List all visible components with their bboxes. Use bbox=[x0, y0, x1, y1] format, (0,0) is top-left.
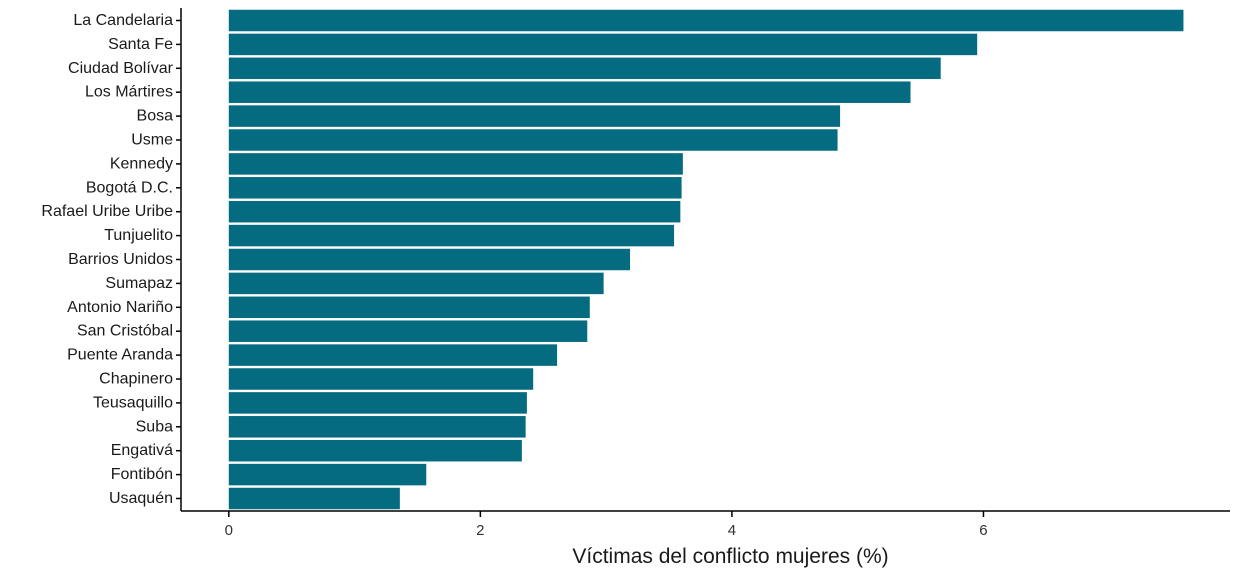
bar-fontib-n bbox=[228, 463, 427, 486]
category-label: La Candelaria bbox=[73, 12, 173, 29]
x-tick-label: 4 bbox=[728, 522, 736, 539]
category-label: Kennedy bbox=[110, 155, 173, 172]
x-tick-label: 6 bbox=[979, 522, 987, 539]
category-label: Antonio Nariño bbox=[67, 299, 173, 316]
bar-san-crist-bal bbox=[228, 320, 588, 342]
x-tick-label: 2 bbox=[476, 522, 484, 539]
category-label: Usme bbox=[131, 132, 173, 149]
bar-suba bbox=[228, 416, 526, 438]
category-label: Suba bbox=[136, 418, 173, 435]
bar-la-candelaria bbox=[228, 9, 1184, 32]
bar-barrios-unidos bbox=[228, 248, 631, 271]
bar-tunjuelito bbox=[228, 224, 675, 247]
category-label: Sumapaz bbox=[105, 275, 173, 292]
category-label: Engativá bbox=[111, 442, 173, 459]
bar-sumapaz bbox=[228, 272, 604, 295]
category-label: Fontibón bbox=[111, 466, 173, 483]
category-label: Barrios Unidos bbox=[68, 251, 173, 268]
category-label: Ciudad Bolívar bbox=[68, 60, 174, 77]
category-label: Tunjuelito bbox=[104, 227, 173, 244]
y-axis-ticks bbox=[176, 19, 181, 500]
category-label: Rafael Uribe Uribe bbox=[41, 203, 173, 220]
category-labels: La Candelaria Santa Fe Ciudad Bolívar Los M… bbox=[41, 12, 173, 507]
category-label: Santa Fe bbox=[108, 36, 173, 53]
category-label: Teusaquillo bbox=[93, 394, 173, 411]
x-axis-ticks: 0 2 4 6 bbox=[225, 511, 988, 539]
category-label: Usaquén bbox=[109, 490, 173, 507]
bar-chapinero bbox=[228, 368, 534, 390]
bar-antonio-nari-o bbox=[228, 296, 590, 319]
category-label: Puente Aranda bbox=[67, 347, 173, 364]
bar-usme bbox=[228, 129, 838, 151]
category-label: Bogotá D.C. bbox=[86, 179, 173, 196]
category-label: Los Mártires bbox=[85, 84, 173, 101]
bar-bogot-d-c- bbox=[228, 177, 682, 199]
bar-los-m-rtires bbox=[228, 81, 911, 103]
bar-kennedy bbox=[228, 153, 683, 175]
bar-santa-fe bbox=[228, 33, 978, 56]
bar-teusaquillo bbox=[228, 392, 527, 414]
bar-puente-aranda bbox=[228, 344, 558, 366]
bar-engativ- bbox=[228, 439, 522, 462]
category-label: Bosa bbox=[137, 108, 174, 125]
bar-ciudad-bol-var bbox=[228, 57, 941, 80]
bar-bosa bbox=[228, 105, 841, 127]
category-label: San Cristóbal bbox=[77, 323, 173, 340]
category-label: Chapinero bbox=[99, 371, 173, 388]
x-axis-title: Víctimas del conflicto mujeres (%) bbox=[572, 545, 888, 568]
bar-rafael-uribe-uribe bbox=[228, 200, 681, 223]
x-tick-label: 0 bbox=[225, 522, 233, 539]
bars-group bbox=[228, 9, 1184, 510]
bar-usaqu-n bbox=[228, 487, 400, 510]
